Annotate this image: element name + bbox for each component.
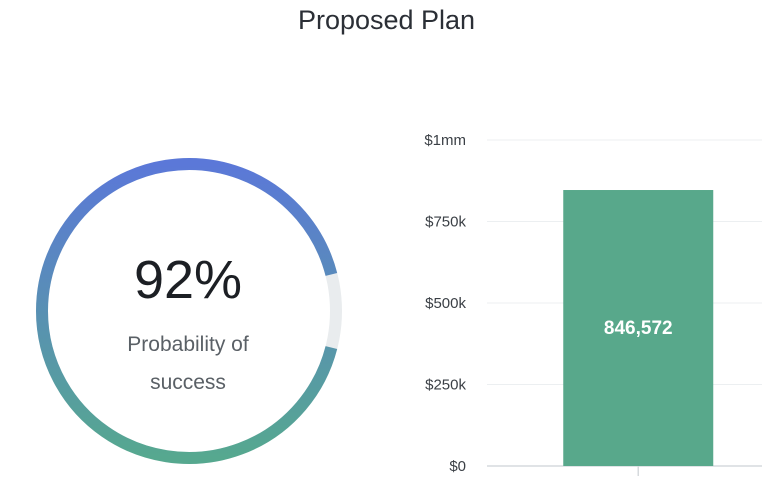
page-title: Proposed Plan [297,5,476,35]
y-tick-label: $250k [425,377,466,394]
gauge-progress-arc [36,158,338,464]
caption-line-1: Probability of [127,333,249,356]
probability-value: 92% [133,250,243,310]
caption-line-2: success [150,371,226,394]
bar[interactable] [563,190,714,467]
probability-caption: Probability of success [88,326,288,402]
y-tick-label: $0 [449,458,466,475]
y-tick-label: $500k [425,295,466,312]
bar-value-label: 846,572 [604,318,673,339]
y-tick-label: $750k [425,214,466,231]
y-tick-label: $1mm [424,132,466,149]
